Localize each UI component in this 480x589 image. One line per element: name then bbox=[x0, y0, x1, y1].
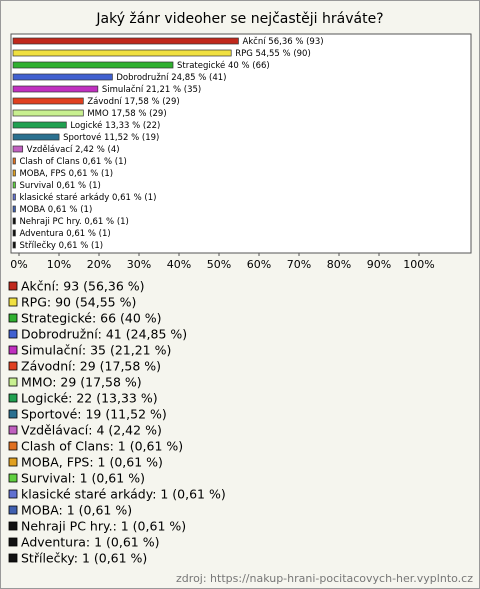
x-tick-label: 30% bbox=[127, 258, 151, 271]
legend-label: Dobrodružní: 41 (24,85 %) bbox=[21, 327, 187, 342]
legend-swatch bbox=[8, 409, 18, 419]
bar-label: Clash of Clans 0,61 % (1) bbox=[19, 157, 126, 167]
bar-label: Akční 56,36 % (93) bbox=[242, 36, 323, 47]
bar-label: Adventura 0,61 % (1) bbox=[19, 229, 110, 239]
bar-label: klasické staré arkády 0,61 % (1) bbox=[19, 192, 156, 203]
legend-label: RPG: 90 (54,55 %) bbox=[21, 295, 136, 310]
legend-label: Nehraji PC hry.: 1 (0,61 %) bbox=[21, 519, 186, 534]
x-tick-label: 20% bbox=[87, 258, 111, 271]
legend-swatch bbox=[8, 313, 18, 323]
legend-swatch bbox=[8, 457, 18, 467]
legend-swatch bbox=[8, 441, 18, 451]
bar bbox=[12, 121, 67, 129]
bar-label: Nehraji PC hry. 0,61 % (1) bbox=[19, 217, 128, 227]
legend-label: Logické: 22 (13,33 %) bbox=[21, 391, 158, 406]
bar bbox=[12, 157, 16, 165]
x-tick-label: 90% bbox=[367, 258, 391, 271]
legend-label: Střílečky: 1 (0,61 %) bbox=[21, 551, 147, 566]
bar bbox=[12, 193, 16, 201]
legend-label: Akční: 93 (56,36 %) bbox=[21, 279, 145, 294]
legend-label: MMO: 29 (17,58 %) bbox=[21, 375, 142, 390]
x-tick-label: 50% bbox=[207, 258, 231, 271]
legend-swatch bbox=[8, 537, 18, 547]
x-tick-label: 100% bbox=[403, 258, 434, 271]
bar bbox=[12, 61, 174, 69]
legend-swatch bbox=[8, 297, 18, 307]
bar bbox=[12, 109, 84, 117]
legend-label: Clash of Clans: 1 (0,61 %) bbox=[21, 439, 183, 454]
legend-label: Strategické: 66 (40 %) bbox=[21, 311, 162, 326]
bar-label: Střílečky 0,61 % (1) bbox=[19, 240, 103, 251]
legend-swatch bbox=[8, 553, 18, 563]
legend-swatch bbox=[8, 489, 18, 499]
bar bbox=[12, 205, 16, 213]
chart-title: Jaký žánr videoher se nejčastěji hráváte… bbox=[95, 11, 383, 27]
legend-label: MOBA: 1 (0,61 %) bbox=[21, 503, 132, 518]
bar bbox=[12, 133, 60, 141]
legend-label: klasické staré arkády: 1 (0,61 %) bbox=[21, 487, 226, 502]
bar-label: MOBA, FPS 0,61 % (1) bbox=[19, 169, 113, 179]
bar bbox=[12, 169, 16, 177]
bar bbox=[12, 73, 113, 81]
bar bbox=[12, 145, 24, 153]
legend-label: Survival: 1 (0,61 %) bbox=[21, 471, 145, 486]
plot-frame bbox=[10, 33, 472, 254]
legend-swatch bbox=[8, 377, 18, 387]
x-tick-label: 60% bbox=[247, 258, 271, 271]
legend-label: Simulační: 35 (21,21 %) bbox=[21, 343, 171, 358]
legend-swatch bbox=[8, 281, 18, 291]
bar bbox=[12, 37, 239, 45]
legend-swatch bbox=[8, 361, 18, 371]
bar bbox=[12, 49, 232, 57]
bar bbox=[12, 181, 16, 189]
legend-label: Vzdělávací: 4 (2,42 %) bbox=[21, 423, 162, 438]
bar-label: Závodní 17,58 % (29) bbox=[87, 97, 179, 107]
x-tick-label: 0% bbox=[10, 258, 27, 271]
bar-label: Dobrodružní 24,85 % (41) bbox=[116, 73, 226, 83]
bar bbox=[12, 241, 16, 249]
x-tick-label: 80% bbox=[327, 258, 351, 271]
bar bbox=[12, 217, 16, 225]
legend-swatch bbox=[8, 505, 18, 515]
bar-label: Simulační 21,21 % (35) bbox=[102, 84, 201, 95]
bar-label: MOBA 0,61 % (1) bbox=[19, 205, 92, 215]
bar bbox=[12, 229, 16, 237]
bar-label: Survival 0,61 % (1) bbox=[19, 181, 100, 191]
legend-swatch bbox=[8, 425, 18, 435]
bar-label: Strategické 40 % (66) bbox=[177, 60, 270, 71]
legend-label: Adventura: 1 (0,61 %) bbox=[21, 535, 159, 550]
legend-swatch bbox=[8, 473, 18, 483]
bar-label: Logické 13,33 % (22) bbox=[70, 120, 160, 131]
x-tick-label: 10% bbox=[47, 258, 71, 271]
legend-label: Závodní: 29 (17,58 %) bbox=[21, 359, 161, 374]
bar-label: RPG 54,55 % (90) bbox=[235, 49, 311, 59]
legend-swatch bbox=[8, 393, 18, 403]
x-tick-label: 40% bbox=[167, 258, 191, 271]
bar-label: MMO 17,58 % (29) bbox=[87, 109, 166, 119]
bar-label: Vzdělávací 2,42 % (4) bbox=[27, 145, 120, 155]
legend-label: Sportové: 19 (11,52 %) bbox=[21, 407, 167, 422]
legend-label: MOBA, FPS: 1 (0,61 %) bbox=[21, 455, 163, 470]
legend-swatch bbox=[8, 329, 18, 339]
x-tick-label: 70% bbox=[287, 258, 311, 271]
bar bbox=[12, 97, 84, 105]
bar bbox=[12, 85, 99, 93]
bar-label: Sportové 11,52 % (19) bbox=[63, 132, 159, 143]
legend-swatch bbox=[8, 521, 18, 531]
legend-swatch bbox=[8, 345, 18, 355]
source: zdroj: https://nakup-hrani-pocitacovych-… bbox=[176, 572, 473, 585]
